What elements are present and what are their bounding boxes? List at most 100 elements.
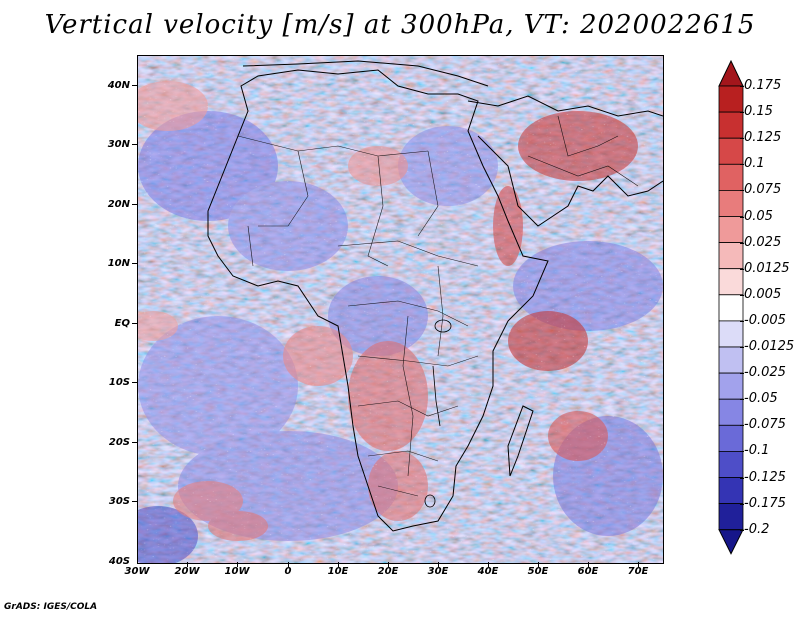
colorbar-tick — [740, 242, 744, 244]
colorbar-box — [718, 346, 744, 374]
colorbar-tick — [740, 216, 744, 218]
colorbar-level-label: -0.005 — [744, 312, 786, 328]
lon-label-20w: 20W — [174, 566, 200, 577]
colorbar-tick — [740, 190, 744, 192]
colorbar-box — [718, 216, 744, 244]
lon-tick — [538, 562, 539, 567]
colorbar-tick — [740, 268, 744, 270]
lon-label-10w: 10W — [224, 566, 250, 577]
colorbar-level-label: -0.05 — [744, 391, 778, 407]
lat-label-40s: 40S — [108, 556, 130, 567]
colorbar-tick — [740, 373, 744, 375]
lat-label-30s: 30S — [108, 496, 130, 507]
colorbar-tick — [740, 347, 744, 348]
lat-label-20n: 20N — [107, 199, 130, 210]
colorbar-level-label: 0.175 — [744, 78, 782, 93]
colorbar-box — [718, 137, 744, 165]
colorbar — [718, 60, 744, 555]
lat-tick — [132, 323, 137, 324]
lat-tick — [132, 501, 137, 502]
colorbar-box — [718, 85, 744, 113]
asia-coastline — [467, 95, 663, 117]
lon-label-60e: 60E — [577, 566, 599, 577]
country-borders — [237, 115, 639, 497]
colorbar-box — [718, 450, 744, 478]
lon-tick — [187, 562, 188, 567]
colorbar-level-label: 0.075 — [744, 182, 782, 198]
lon-tick — [438, 562, 439, 567]
colorbar-level-label: -0.0125 — [744, 339, 795, 354]
madagascar-coastline — [507, 405, 534, 477]
lon-label-70e: 70E — [627, 566, 649, 577]
colorbar-box — [718, 477, 744, 505]
colorbar-level-label: -0.075 — [744, 417, 786, 433]
lat-label-10s: 10S — [108, 377, 130, 388]
colorbar-tick — [740, 112, 744, 114]
lat-label-40n: 40N — [107, 80, 130, 91]
colorbar-level-label: -0.1 — [744, 443, 770, 459]
arabia-coastline — [477, 135, 663, 227]
colorbar-top-arrow — [718, 60, 744, 87]
chart-title: Vertical velocity [m/s] at 300hPa, VT: 2… — [44, 10, 756, 40]
lon-tick — [638, 562, 639, 567]
lon-label-50e: 50E — [527, 566, 549, 577]
colorbar-level-label: 0.15 — [744, 104, 773, 120]
lon-tick — [338, 562, 339, 567]
lat-tick — [132, 263, 137, 264]
colorbar-level-label: 0.1 — [744, 156, 765, 172]
colorbar-level-label: 0.005 — [744, 286, 782, 302]
lat-label-10n: 10N — [107, 258, 130, 269]
colorbar-tick — [740, 477, 744, 479]
colorbar-tick — [740, 425, 744, 427]
colorbar-tick — [740, 451, 744, 453]
colorbar-tick — [740, 86, 744, 87]
lakes — [424, 319, 452, 508]
colorbar-box — [718, 320, 744, 348]
lon-tick — [588, 562, 589, 567]
colorbar-tick — [740, 320, 744, 322]
lon-label-40e: 40E — [477, 566, 499, 577]
europe-coastline — [242, 60, 489, 87]
lon-tick — [288, 562, 289, 567]
lon-label-30w: 30W — [124, 566, 150, 577]
coastlines — [207, 60, 663, 532]
lat-tick — [132, 382, 137, 383]
colorbar-box — [718, 242, 744, 270]
lon-tick — [388, 562, 389, 567]
colorbar-level-label: -0.175 — [744, 495, 786, 511]
colorbar-box — [718, 111, 744, 139]
colorbar-box — [718, 398, 744, 426]
colorbar-level-label: 0.05 — [744, 208, 773, 224]
colorbar-tick — [740, 399, 744, 401]
colorbar-tick — [740, 138, 744, 140]
colorbar-bottom-arrow — [718, 529, 744, 555]
colorbar-level-label: 0.125 — [744, 130, 782, 146]
colorbar-level-label: 0.025 — [744, 234, 782, 250]
colorbar-box — [718, 372, 744, 400]
colorbar-tick — [740, 294, 744, 296]
colorbar-level-label: -0.125 — [744, 469, 786, 485]
colorbar-box — [718, 294, 744, 322]
lon-label-20e: 20E — [377, 566, 399, 577]
field-speckle — [138, 56, 663, 563]
lon-tick — [237, 562, 238, 567]
colorbar-tick — [740, 503, 744, 505]
colorbar-box — [718, 503, 744, 531]
lat-tick — [132, 204, 137, 205]
lat-tick — [132, 442, 137, 443]
colorbar-box — [718, 163, 744, 191]
lat-tick — [132, 85, 137, 86]
map-plot-area — [137, 55, 664, 564]
colorbar-level-label: -0.2 — [744, 521, 770, 537]
africa-coastline — [207, 69, 549, 532]
colorbar-box — [718, 268, 744, 296]
colorbar-boxes — [718, 60, 744, 555]
lat-label-30n: 30N — [107, 139, 130, 150]
colorbar-box — [718, 424, 744, 452]
lon-label-30e: 30E — [427, 566, 449, 577]
colorbar-tick — [740, 529, 744, 531]
lat-label-eq: EQ — [114, 318, 130, 329]
lon-tick — [488, 562, 489, 567]
velocity-field — [138, 56, 663, 563]
colorbar-box — [718, 189, 744, 217]
